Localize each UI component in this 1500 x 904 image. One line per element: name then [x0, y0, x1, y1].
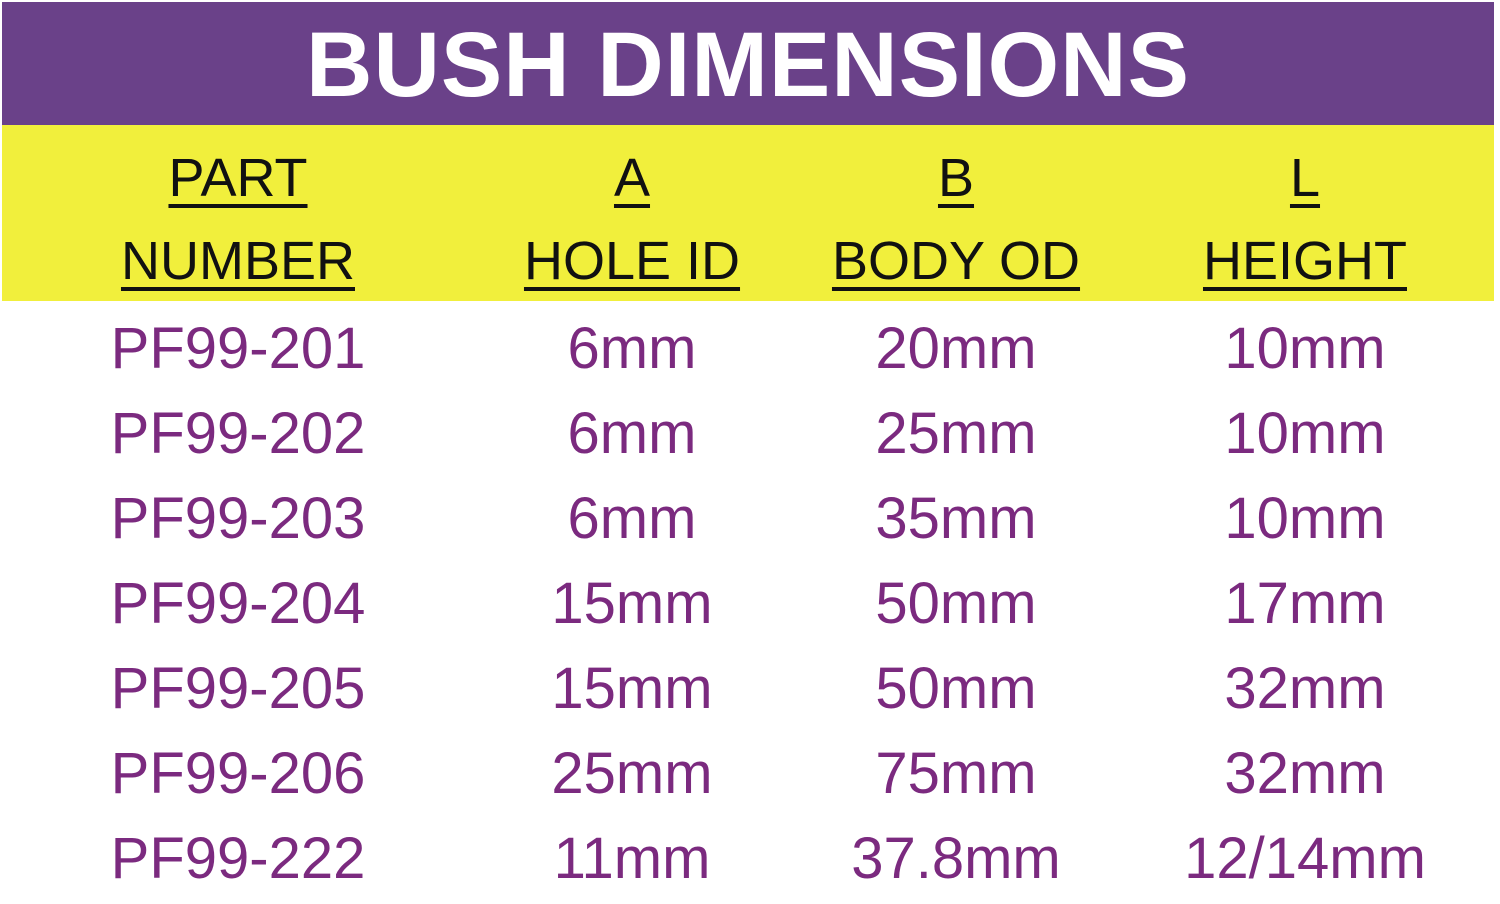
cell-hole-id: 25mm: [551, 741, 713, 806]
header-label: HEIGHT: [1202, 231, 1407, 291]
cell-part-number: PF99-201: [110, 316, 366, 381]
cell-body-od: 50mm: [875, 571, 1037, 636]
cell-hole-id: 6mm: [567, 401, 697, 466]
table-row: PF99-222 11mm 37.8mm 12/14mm: [0, 816, 1500, 901]
cell-body-od: 35mm: [875, 486, 1037, 551]
cell-height: 10mm: [1224, 401, 1386, 466]
cell-hole-id: 6mm: [567, 486, 697, 551]
cell-part-number: PF99-204: [110, 571, 366, 636]
header-row: PART NUMBER A HOLE ID B BODY OD L HEIGHT: [2, 125, 1494, 301]
header-label: BODY OD: [831, 231, 1081, 291]
header-label: PART: [168, 148, 308, 208]
header-label: HOLE ID: [523, 231, 741, 291]
table-row: PF99-204 15mm 50mm 17mm: [0, 561, 1500, 646]
cell-part-number: PF99-206: [110, 741, 366, 806]
cell-hole-id: 6mm: [567, 316, 697, 381]
cell-height: 10mm: [1224, 316, 1386, 381]
header-label: NUMBER: [120, 231, 355, 291]
cell-hole-id: 11mm: [553, 826, 711, 891]
cell-height: 32mm: [1224, 656, 1386, 721]
cell-height: 12/14mm: [1184, 826, 1426, 891]
header-label: B: [937, 148, 975, 208]
cell-part-number: PF99-205: [110, 656, 366, 721]
table-row: PF99-201 6mm 20mm 10mm: [0, 306, 1500, 391]
cell-body-od: 75mm: [875, 741, 1037, 806]
cell-part-number: PF99-202: [110, 401, 366, 466]
cell-body-od: 50mm: [875, 656, 1037, 721]
cell-body-od: 37.8mm: [851, 826, 1061, 891]
cell-hole-id: 15mm: [551, 656, 713, 721]
cell-height: 10mm: [1224, 486, 1386, 551]
cell-body-od: 25mm: [875, 401, 1037, 466]
header-body-od: B BODY OD: [746, 125, 1166, 301]
cell-part-number: PF99-203: [110, 486, 366, 551]
header-height: L HEIGHT: [1095, 125, 1500, 301]
table-row: PF99-206 25mm 75mm 32mm: [0, 731, 1500, 816]
cell-height: 32mm: [1224, 741, 1386, 806]
header-part-number: PART NUMBER: [28, 125, 448, 301]
header-label: A: [613, 148, 651, 208]
table-title: BUSH DIMENSIONS: [2, 2, 1494, 125]
header-hole-id: A HOLE ID: [422, 125, 842, 301]
cell-part-number: PF99-222: [110, 826, 366, 891]
cell-height: 17mm: [1224, 571, 1386, 636]
header-label: L: [1289, 148, 1321, 208]
table-row: PF99-205 15mm 50mm 32mm: [0, 646, 1500, 731]
table-row: PF99-203 6mm 35mm 10mm: [0, 476, 1500, 561]
cell-hole-id: 15mm: [551, 571, 713, 636]
cell-body-od: 20mm: [875, 316, 1037, 381]
table-row: PF99-202 6mm 25mm 10mm: [0, 391, 1500, 476]
